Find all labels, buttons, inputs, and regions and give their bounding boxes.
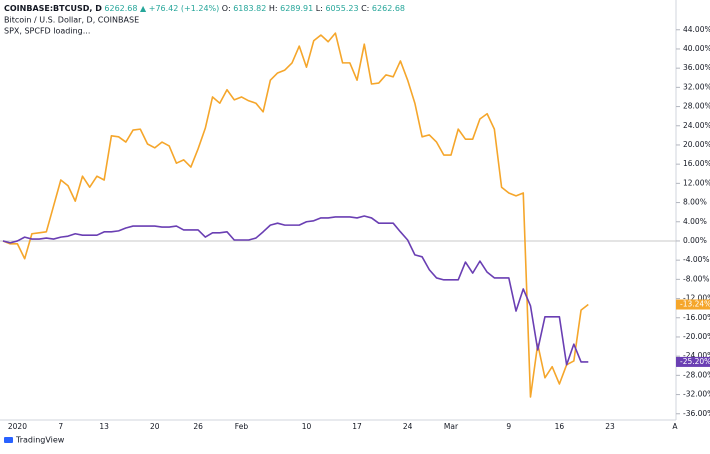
y-tick-label: 24.00% — [683, 121, 710, 130]
last-value-tag — [676, 299, 710, 310]
y-tick-label: -8.00% — [683, 274, 710, 283]
x-tick-label: 26 — [193, 422, 203, 431]
ohlc-label: C: — [361, 4, 369, 13]
y-tick-label: -12.00% — [683, 294, 710, 303]
y-tick-label: 20.00% — [683, 140, 710, 149]
y-tick-label: -36.00% — [683, 409, 710, 418]
ohlc-label: H: — [269, 4, 278, 13]
y-tick-label: 28.00% — [683, 102, 710, 111]
x-tick-label: 17 — [352, 422, 362, 431]
y-tick-label: 12.00% — [683, 178, 710, 187]
symbol-line: COINBASE:BTCUSD, D 6262.68 ▲ +76.42 (+1.… — [4, 4, 405, 13]
x-tick-label: 10 — [302, 422, 312, 431]
series-line — [2, 215, 589, 366]
ohlc-value: 6055.23 — [325, 4, 358, 13]
y-tick-label: 32.00% — [683, 82, 710, 91]
header: COINBASE:BTCUSD, D 6262.68 ▲ +76.42 (+1.… — [4, 4, 405, 13]
x-tick-label: 20 — [150, 422, 160, 431]
logo: TradingView — [4, 436, 65, 445]
x-tick-label: 2020 — [8, 422, 27, 431]
subtitle: SPX, SPCFD loading... — [4, 27, 90, 36]
change: ▲ +76.42 (+1.24%) — [140, 4, 219, 13]
y-tick-label: 16.00% — [683, 159, 710, 168]
x-tick-label: 16 — [555, 422, 565, 431]
x-tick-label: 13 — [99, 422, 109, 431]
y-tick-label: 4.00% — [683, 217, 707, 226]
x-tick-label: 7 — [58, 422, 63, 431]
ohlc-label: L: — [316, 4, 323, 13]
ohlc-value: 6262.68 — [372, 4, 405, 13]
x-tick-label: 23 — [605, 422, 615, 431]
series-line — [2, 32, 589, 398]
y-tick-label: -24.00% — [683, 351, 710, 360]
logo-icon — [4, 437, 13, 443]
y-tick-label: 40.00% — [683, 44, 710, 53]
y-tick-label: 36.00% — [683, 63, 710, 72]
x-tick-label: Feb — [235, 422, 249, 431]
last-value-tag — [676, 356, 710, 367]
symbol: COINBASE:BTCUSD, D — [4, 4, 102, 13]
y-tick-label: -28.00% — [683, 370, 710, 379]
price: 6262.68 — [104, 4, 137, 13]
ohlc-value: 6183.82 — [233, 4, 266, 13]
y-tick-label: -32.00% — [683, 390, 710, 399]
x-tick-label: 9 — [506, 422, 511, 431]
x-tick-label: A — [672, 422, 678, 431]
logo-text: TradingView — [15, 436, 65, 445]
x-tick-label: Mar — [444, 422, 459, 431]
chart-title: Bitcoin / U.S. Dollar, D, COINBASE — [4, 16, 139, 25]
ohlc-value: 6289.91 — [280, 4, 313, 13]
y-tick-label: -4.00% — [683, 255, 710, 264]
ohlc-label: O: — [222, 4, 231, 13]
x-tick-label: 24 — [403, 422, 413, 431]
y-tick-label: 0.00% — [683, 236, 707, 245]
y-tick-label: -16.00% — [683, 313, 710, 322]
y-tick-label: 44.00% — [683, 25, 710, 34]
y-tick-label: -20.00% — [683, 332, 710, 341]
last-value-label: -25.20% — [680, 357, 710, 366]
last-value-label: -13.24% — [680, 300, 710, 309]
y-tick-label: 8.00% — [683, 198, 707, 207]
